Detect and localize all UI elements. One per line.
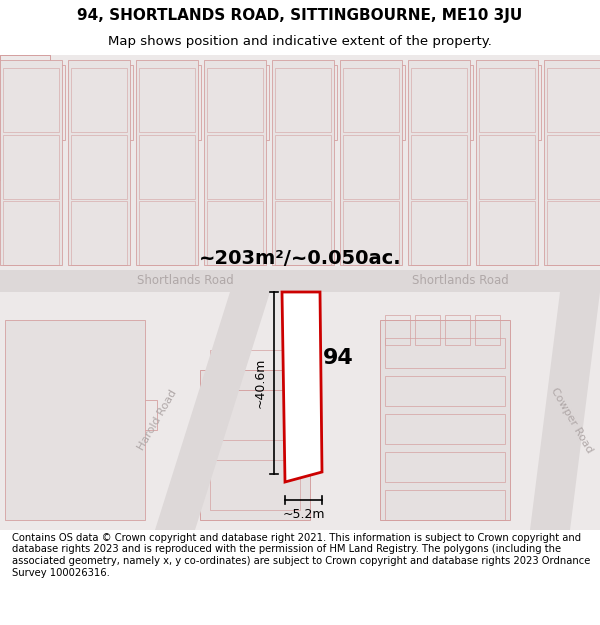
Bar: [139, 68, 195, 132]
Text: Shortlands Road: Shortlands Road: [412, 274, 508, 288]
Bar: [411, 135, 467, 199]
Bar: [71, 68, 127, 132]
Bar: [491, 75, 536, 125]
Text: Shortlands Road: Shortlands Road: [137, 274, 233, 288]
Text: 94: 94: [323, 349, 353, 369]
Bar: [380, 320, 510, 520]
Text: Contains OS data © Crown copyright and database right 2021. This information is : Contains OS data © Crown copyright and d…: [12, 533, 590, 578]
Bar: [3, 201, 59, 265]
Bar: [343, 135, 399, 199]
Text: 94, SHORTLANDS ROAD, SITTINGBOURNE, ME10 3JU: 94, SHORTLANDS ROAD, SITTINGBOURNE, ME10…: [77, 8, 523, 23]
Bar: [385, 376, 505, 406]
Bar: [219, 75, 264, 125]
Bar: [68, 60, 130, 265]
Bar: [411, 68, 467, 132]
Bar: [408, 60, 470, 265]
Bar: [275, 135, 331, 199]
Text: ~40.6m: ~40.6m: [254, 357, 266, 408]
Bar: [207, 135, 263, 199]
Bar: [5, 320, 145, 520]
Bar: [475, 315, 500, 345]
Bar: [210, 350, 300, 390]
Bar: [15, 450, 57, 480]
Bar: [415, 315, 440, 345]
Bar: [385, 338, 505, 368]
Text: ~203m²/~0.050ac.: ~203m²/~0.050ac.: [199, 249, 401, 268]
Bar: [200, 370, 310, 520]
Bar: [423, 75, 468, 125]
Bar: [136, 60, 198, 265]
Bar: [272, 60, 334, 265]
Bar: [350, 65, 405, 140]
Polygon shape: [530, 292, 600, 530]
Bar: [71, 135, 127, 199]
Bar: [10, 65, 65, 140]
Bar: [275, 68, 331, 132]
Bar: [3, 68, 59, 132]
Bar: [479, 68, 535, 132]
Bar: [3, 135, 59, 199]
Bar: [139, 201, 195, 265]
Bar: [65, 425, 107, 455]
Bar: [214, 65, 269, 140]
Bar: [207, 201, 263, 265]
Bar: [0, 270, 600, 292]
Bar: [479, 201, 535, 265]
Bar: [210, 460, 300, 510]
Bar: [340, 60, 402, 265]
Bar: [355, 75, 400, 125]
Text: Map shows position and indicative extent of the property.: Map shows position and indicative extent…: [108, 35, 492, 48]
Bar: [547, 68, 600, 132]
Text: Cowper Road: Cowper Road: [549, 386, 595, 454]
Bar: [139, 135, 195, 199]
Bar: [210, 390, 300, 440]
Polygon shape: [282, 292, 322, 482]
Bar: [385, 315, 410, 345]
Bar: [547, 201, 600, 265]
Bar: [0, 55, 50, 180]
Bar: [15, 75, 60, 125]
Bar: [287, 75, 332, 125]
Bar: [411, 201, 467, 265]
Bar: [207, 68, 263, 132]
Bar: [486, 65, 541, 140]
Bar: [445, 315, 470, 345]
Bar: [479, 135, 535, 199]
Bar: [0, 55, 50, 180]
Bar: [115, 400, 157, 430]
Bar: [418, 65, 473, 140]
Polygon shape: [155, 292, 270, 530]
Bar: [146, 65, 201, 140]
Bar: [282, 65, 337, 140]
Bar: [385, 414, 505, 444]
Bar: [71, 201, 127, 265]
Bar: [476, 60, 538, 265]
Text: ~5.2m: ~5.2m: [282, 508, 325, 521]
Bar: [204, 60, 266, 265]
Bar: [275, 201, 331, 265]
Bar: [385, 490, 505, 520]
Text: Harold Road: Harold Road: [136, 388, 178, 452]
Bar: [151, 75, 196, 125]
Bar: [0, 60, 62, 265]
Bar: [547, 135, 600, 199]
Bar: [343, 201, 399, 265]
Bar: [78, 65, 133, 140]
Bar: [83, 75, 128, 125]
Bar: [343, 68, 399, 132]
Bar: [544, 60, 600, 265]
Bar: [385, 452, 505, 482]
